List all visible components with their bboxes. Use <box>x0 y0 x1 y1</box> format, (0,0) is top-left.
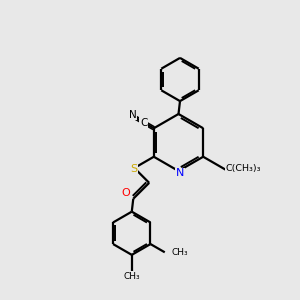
Text: N: N <box>129 110 136 120</box>
Text: C: C <box>140 118 148 128</box>
Text: N: N <box>176 168 184 178</box>
Text: O: O <box>122 188 130 198</box>
Text: C(CH₃)₃: C(CH₃)₃ <box>225 164 261 173</box>
Text: CH₃: CH₃ <box>124 272 140 281</box>
Text: CH₃: CH₃ <box>171 248 188 257</box>
Text: S: S <box>130 164 137 174</box>
